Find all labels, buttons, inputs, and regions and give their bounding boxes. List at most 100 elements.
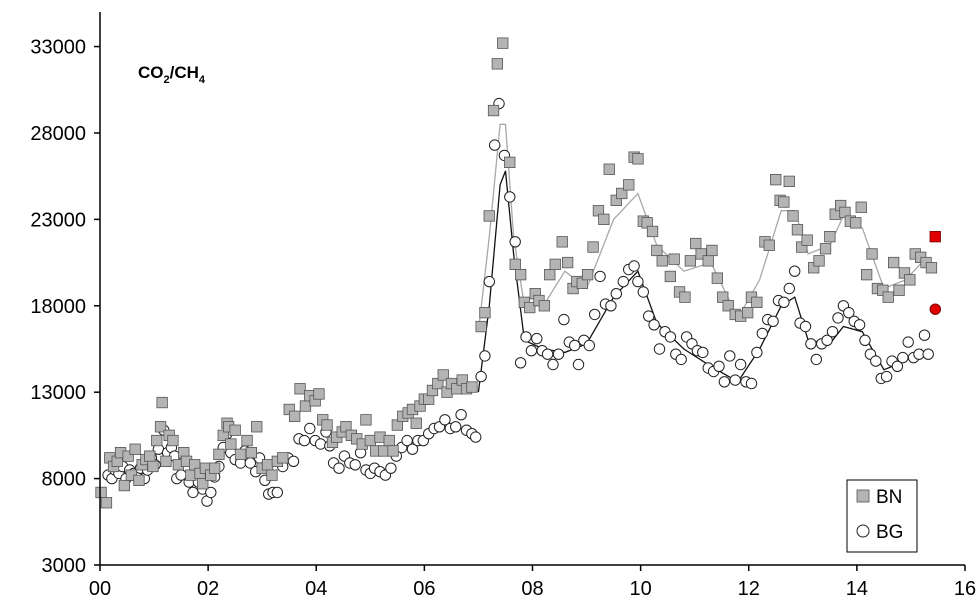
bg-point: [406, 443, 419, 455]
bg-point: [333, 462, 345, 474]
bn-point: [410, 417, 422, 429]
bg-point: [205, 486, 217, 499]
bn-point: [288, 410, 301, 423]
bg-point: [821, 334, 833, 346]
bn-point: [646, 225, 659, 238]
bg-point: [902, 336, 914, 348]
bg-point: [918, 329, 931, 341]
x-tick-label: 00: [89, 578, 111, 600]
bn-point: [925, 262, 938, 274]
bn-point: [904, 274, 916, 286]
bn-point: [491, 58, 504, 70]
bn-point: [770, 173, 782, 186]
bg-point: [187, 486, 199, 499]
bg-point: [897, 351, 909, 364]
bn-point: [684, 255, 696, 267]
bg-point: [583, 339, 595, 352]
bg-point: [304, 422, 316, 435]
bn-point: [587, 241, 599, 253]
bg-point: [525, 345, 538, 357]
bg-point: [450, 421, 462, 433]
bg-point: [470, 431, 482, 443]
series-bn: [95, 37, 941, 509]
legend-bg-label: BG: [876, 522, 903, 543]
bg-point: [385, 462, 397, 474]
bn-point: [475, 320, 487, 333]
bg-point: [271, 486, 283, 499]
series-bg: [102, 97, 941, 507]
bn-point: [763, 239, 775, 251]
bn-point: [598, 213, 610, 226]
bn-point: [549, 258, 561, 271]
bg-point: [605, 300, 617, 312]
bn-point: [151, 434, 163, 447]
bn-point: [147, 460, 159, 473]
bg-point: [756, 327, 768, 340]
bn-point: [208, 462, 221, 474]
bg-point: [552, 348, 565, 360]
bn-point: [118, 479, 130, 492]
bn-point: [466, 381, 478, 393]
bg-point: [783, 282, 795, 295]
bg-point: [697, 346, 709, 359]
bg-trend-line: [477, 170, 923, 393]
bn-point: [266, 469, 278, 481]
bg-point: [520, 331, 532, 343]
bn-point: [861, 268, 873, 281]
bn-point: [129, 443, 141, 455]
bg-point: [870, 355, 882, 367]
bn-highlight-point: [929, 230, 941, 243]
bn-point: [321, 419, 333, 431]
bn-point: [504, 156, 516, 169]
bn-point: [383, 434, 395, 447]
bn-point: [156, 396, 168, 409]
bn-point: [245, 446, 258, 459]
bg-point: [572, 358, 585, 371]
bn-point: [544, 268, 556, 281]
bg-point: [287, 455, 300, 467]
y-tick-label: 23000: [30, 209, 86, 231]
bg-point: [632, 275, 644, 288]
y-tick-label: 18000: [30, 296, 86, 318]
x-tick-label: 16: [954, 578, 976, 600]
bg-point: [805, 338, 817, 350]
bn-point: [556, 236, 568, 248]
bn-point: [866, 248, 878, 260]
bn-point: [299, 400, 312, 412]
bn-point: [122, 450, 134, 462]
bn-point: [313, 388, 325, 400]
bn-point: [651, 244, 663, 257]
bg-point: [718, 376, 731, 388]
bg-point: [558, 313, 570, 326]
x-tick-label: 06: [413, 578, 435, 600]
bn-point: [751, 296, 763, 309]
bg-point: [637, 286, 649, 298]
bg-point: [799, 320, 812, 333]
bg-point: [617, 275, 629, 288]
bn-point: [387, 445, 399, 457]
bg-point: [729, 374, 741, 386]
bg-point: [594, 270, 606, 283]
bn-point: [167, 434, 179, 447]
bn-point: [538, 300, 550, 312]
bn-point: [801, 234, 813, 246]
bn-point: [882, 291, 894, 303]
bn-point: [524, 301, 536, 314]
bg-point: [751, 346, 763, 359]
bg-point: [628, 260, 640, 272]
bg-point: [767, 315, 779, 327]
bn-point: [234, 448, 247, 461]
x-tick-label: 02: [197, 578, 219, 600]
bn-point: [154, 421, 167, 433]
bn-point: [616, 187, 628, 200]
bg-point: [891, 360, 904, 372]
bg-point: [789, 265, 801, 277]
bn-point: [213, 448, 225, 461]
bn-point: [225, 438, 237, 450]
bn-point: [515, 268, 527, 281]
bg-point: [569, 339, 581, 352]
bg-point: [648, 319, 660, 331]
bg-point: [826, 326, 839, 338]
x-axis-ticks: 00 02 04 06 08 10 12 14 16: [89, 565, 976, 600]
